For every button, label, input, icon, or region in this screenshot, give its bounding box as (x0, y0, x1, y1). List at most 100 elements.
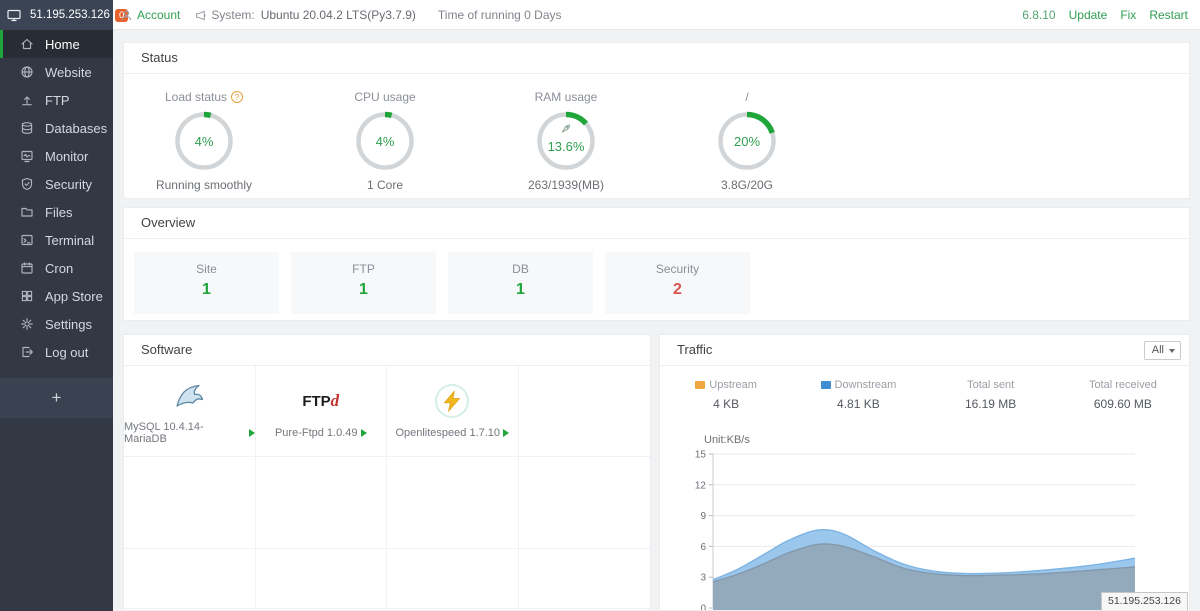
software-panel: Software MySQL 10.4.14-MariaDB FTPd Pure-F… (123, 334, 651, 611)
overview-card-db[interactable]: DB 1 (448, 252, 593, 314)
status-gauges: Load status? 4% Running smoothly CPU usage 4… (124, 74, 1189, 192)
overview-panel: Overview Site 1 FTP 1 DB 1 Security 2 (123, 207, 1190, 321)
mysql-dolphin-icon (172, 377, 206, 413)
gauge-ram-usage: RAM usage 13.6% 263/1939(MB) (486, 88, 646, 192)
gauge-value: 20% (733, 133, 761, 149)
play-icon[interactable] (360, 429, 367, 437)
legend-swatch-icon (820, 381, 831, 389)
sidebar-item-monitor[interactable]: Monitor (0, 142, 113, 170)
traffic-stat-total-sent: Total sent 16.19 MB (925, 379, 1057, 411)
stat-label: Total received (1088, 379, 1157, 391)
svg-text:15: 15 (695, 450, 707, 461)
sidebar-item-terminal[interactable]: Terminal (0, 226, 113, 254)
stat-value: 4 KB (713, 397, 740, 411)
sidebar-item-cron[interactable]: Cron (0, 254, 113, 282)
sidebar-item-label: Home (45, 36, 80, 52)
upload-icon (20, 93, 34, 107)
sidebar-item-label: FTP (45, 92, 70, 108)
gauge-value: 4% (194, 133, 214, 149)
sidebar-item-security[interactable]: Security (0, 170, 113, 198)
card-label: DB (512, 262, 529, 276)
card-label: Site (196, 262, 217, 276)
update-link[interactable]: Update (1068, 8, 1108, 22)
sidebar-item-label: Files (45, 204, 73, 220)
software-empty-cell (518, 549, 650, 609)
overview-panel-title: Overview (124, 208, 1189, 239)
status-panel: Status Load status? 4% Running smoothly CPU… (123, 42, 1190, 199)
software-empty-cell (255, 457, 387, 549)
software-panel-title: Software (124, 335, 650, 366)
chart-tooltip: 51.195.253.126 (1101, 592, 1188, 610)
logout-icon (20, 345, 34, 359)
openlitespeed-icon (435, 383, 470, 419)
panel-version: 6.8.10 (1022, 8, 1056, 22)
sidebar-item-log-out[interactable]: Log out (0, 338, 113, 366)
overview-card-ftp[interactable]: FTP 1 (291, 252, 436, 314)
system-value: Ubuntu 20.04.2 LTS(Py3.7.9) (260, 8, 416, 22)
sidebar-item-databases[interactable]: Databases (0, 114, 113, 142)
software-empty-cell (387, 457, 519, 549)
overview-card-site[interactable]: Site 1 (134, 252, 279, 314)
software-grid: MySQL 10.4.14-MariaDB FTPd Pure-Ftpd 1.0.4… (124, 366, 650, 609)
gauge-disk: / 20% 3.8G/20G (667, 88, 827, 192)
play-icon[interactable] (248, 429, 255, 437)
server-ip-block[interactable]: 51.195.253.126 0 (0, 0, 129, 30)
sidebar-item-label: Cron (45, 260, 74, 276)
traffic-filter-select[interactable]: All (1143, 341, 1181, 360)
software-empty-cell (124, 549, 256, 609)
announcement-icon (194, 9, 207, 22)
overview-card-security[interactable]: Security 2 (605, 252, 750, 314)
traffic-stat-upstream: Upstream 4 KB (660, 379, 792, 411)
sidebar-item-website[interactable]: Website (0, 58, 113, 86)
stat-label: Downstream (834, 379, 897, 391)
system-label: System: (211, 8, 255, 22)
account-link[interactable]: Account (137, 8, 181, 22)
traffic-stats: Upstream 4 KB Downstream 4.81 KB Total sent 1… (660, 366, 1189, 411)
status-panel-title: Status (124, 43, 1189, 74)
top-bar: 51.195.253.126 0 Account System: Ubuntu … (0, 0, 1200, 30)
system-info: System: Ubuntu 20.04.2 LTS(Py3.7.9) (194, 8, 416, 22)
sidebar-item-settings[interactable]: Settings (0, 310, 113, 338)
account-menu[interactable]: Account (120, 8, 180, 22)
software-empty-cell (255, 549, 387, 609)
sidebar-item-files[interactable]: Files (0, 198, 113, 226)
stat-label: Total sent (967, 379, 1015, 391)
rocket-icon (560, 122, 573, 140)
gauge-donut: 20% (717, 111, 777, 171)
restart-link[interactable]: Restart (1149, 8, 1188, 22)
svg-text:0: 0 (700, 604, 706, 611)
gauge-caption: 3.8G/20G (720, 178, 774, 192)
software-item-openlitespeed-1-7-10[interactable]: Openlitespeed 1.7.10 (387, 366, 519, 457)
help-icon[interactable]: ? (231, 91, 244, 103)
chevron-down-icon (1169, 349, 1175, 353)
sidebar-item-label: Security (45, 176, 92, 192)
gauge-title: / (745, 90, 749, 104)
gauge-title: CPU usage (354, 90, 416, 104)
software-item-mysql-10-4-14-mariadb[interactable]: MySQL 10.4.14-MariaDB (124, 366, 256, 457)
gauge-title: Load status (164, 90, 228, 104)
card-value: 1 (516, 281, 525, 298)
grid-icon (20, 289, 34, 303)
sidebar-add-button[interactable]: + (0, 378, 113, 418)
gauge-donut: 4% (355, 111, 415, 171)
traffic-stat-downstream: Downstream 4.81 KB (792, 379, 924, 411)
user-icon (120, 9, 133, 22)
monitor-screen-icon (7, 8, 21, 22)
sidebar-item-home[interactable]: Home (0, 30, 113, 58)
uptime-label: Time of running 0 Days (437, 8, 562, 22)
play-icon[interactable] (503, 429, 510, 437)
terminal-icon (20, 233, 34, 247)
sidebar-item-ftp[interactable]: FTP (0, 86, 113, 114)
software-empty-cell (518, 457, 650, 549)
fix-link[interactable]: Fix (1120, 8, 1137, 22)
software-item-pure-ftpd-1-0-49[interactable]: FTPd Pure-Ftpd 1.0.49 (255, 366, 387, 457)
stat-value: 4.81 KB (837, 397, 880, 411)
sidebar-item-label: Settings (45, 316, 92, 332)
gauge-value: 4% (375, 133, 395, 149)
sidebar-item-app-store[interactable]: App Store (0, 282, 113, 310)
gauge-value: 13.6% (547, 139, 585, 154)
main-content: Status Load status? 4% Running smoothly CPU… (113, 30, 1200, 611)
gauge-donut: 4% (174, 111, 234, 171)
gauge-title: RAM usage (534, 90, 598, 104)
svg-text:3: 3 (700, 573, 706, 584)
